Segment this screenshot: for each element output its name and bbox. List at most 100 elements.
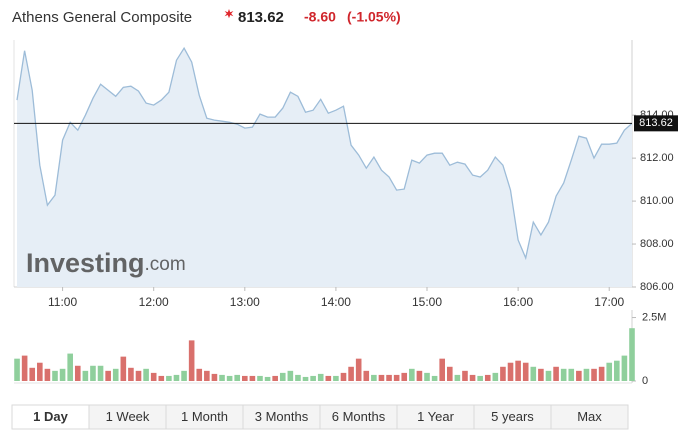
volume-bar: [14, 358, 20, 381]
range-tab-label[interactable]: 1 Day: [33, 409, 68, 424]
volume-bar: [348, 366, 354, 381]
volume-bar: [257, 375, 263, 381]
range-tab-label[interactable]: 1 Year: [417, 409, 455, 424]
volume-bar: [568, 368, 575, 381]
volume-bar: [576, 370, 582, 381]
volume-bar: [371, 374, 377, 381]
volume-bar: [386, 374, 392, 381]
range-tab[interactable]: 1 Week: [88, 404, 167, 430]
range-tab-label[interactable]: 3 Months: [255, 409, 309, 424]
volume-bar: [424, 372, 430, 381]
volume-bar: [333, 375, 339, 381]
range-tab-bg[interactable]: [165, 404, 244, 430]
delay-icon: [224, 9, 234, 19]
volume-bar: [37, 362, 43, 381]
volume-bar: [401, 372, 408, 381]
volume-bar: [188, 340, 195, 381]
volume-bar: [409, 368, 415, 381]
volume-bar: [469, 374, 476, 381]
volume-bar: [317, 373, 324, 381]
range-tab[interactable]: 6 Months: [319, 404, 398, 430]
volume-bar: [90, 365, 96, 381]
volume-bar: [484, 374, 491, 381]
x-tick-label: 12:00: [139, 295, 169, 309]
x-tick-label: 15:00: [412, 295, 442, 309]
volume-bar: [158, 375, 165, 381]
x-tick-label: 16:00: [503, 295, 533, 309]
volume-bar: [560, 368, 567, 381]
y-tick-label: 812.00: [640, 152, 674, 164]
volume-bar: [204, 370, 210, 381]
range-tab[interactable]: 3 Months: [242, 404, 321, 430]
volume-bar: [446, 366, 453, 381]
range-tab-bg[interactable]: [11, 404, 90, 430]
volume-bar: [545, 370, 552, 381]
range-tab-label[interactable]: 1 Week: [106, 409, 150, 424]
chart-title: Athens General Composite: [12, 9, 192, 26]
volume-bar: [97, 365, 104, 381]
volume-bar: [120, 356, 127, 381]
volume-bar: [454, 374, 461, 381]
range-tab[interactable]: 1 Month: [165, 404, 244, 430]
volume-bar: [82, 370, 89, 381]
volume-bar: [325, 375, 332, 381]
volume-bar: [416, 370, 423, 381]
range-tab-label[interactable]: 1 Month: [181, 409, 228, 424]
volume-bar: [591, 368, 597, 381]
range-tab[interactable]: 5 years: [473, 404, 552, 430]
volume-bar: [606, 362, 613, 381]
x-tick-label: 11:00: [48, 295, 77, 309]
volume-bar: [166, 375, 172, 381]
volume-bar: [74, 365, 81, 381]
volume-bar: [173, 374, 180, 381]
range-tab-label[interactable]: 6 Months: [332, 409, 386, 424]
range-tab[interactable]: 1 Year: [396, 404, 475, 430]
volume-bar: [67, 353, 73, 381]
range-tab-bg[interactable]: [242, 404, 321, 430]
range-tab[interactable]: Max: [550, 404, 629, 430]
volume-bar: [477, 375, 483, 381]
volume-bar: [553, 366, 559, 381]
volume-bar: [614, 360, 620, 381]
volume-bar: [272, 375, 278, 381]
volume-bar: [226, 375, 233, 381]
y-tick-label: 810.00: [640, 195, 674, 207]
volume-bar: [355, 358, 362, 381]
price-area: [17, 48, 632, 288]
volume-bar: [52, 370, 58, 381]
volume-bar: [143, 368, 149, 381]
last-price: 813.62: [238, 9, 284, 26]
volume-bar: [500, 366, 506, 381]
volume-bar: [264, 376, 271, 381]
y-tick-label: 806.00: [640, 281, 674, 293]
volume-bar: [135, 370, 142, 381]
volume-bar: [249, 375, 256, 381]
range-tab-bg[interactable]: [550, 404, 629, 430]
volume-bar: [21, 355, 28, 381]
range-tab[interactable]: 1 Day: [11, 404, 90, 430]
volume-bar: [538, 368, 544, 381]
volume-tick-label: 2.5M: [642, 311, 666, 323]
volume-bar: [621, 355, 628, 381]
volume-bar: [462, 370, 468, 381]
range-tab-bg[interactable]: [473, 404, 552, 430]
range-tab-label[interactable]: Max: [577, 409, 602, 424]
x-tick-label: 14:00: [321, 295, 351, 309]
volume-bar: [196, 368, 203, 381]
volume-bar: [234, 374, 241, 381]
volume-bar: [522, 362, 529, 381]
volume-bar: [128, 367, 134, 381]
range-tab-label[interactable]: 5 years: [491, 409, 534, 424]
volume-bar: [393, 374, 400, 381]
volume-bar: [378, 374, 385, 381]
volume-bar: [29, 367, 36, 381]
last-price-box: [634, 115, 678, 132]
range-tab-bg[interactable]: [319, 404, 398, 430]
volume-bar: [583, 368, 590, 381]
x-tick-label: 17:00: [594, 295, 624, 309]
watermark: Investing.com: [26, 248, 186, 278]
volume-bar: [59, 368, 66, 381]
volume-bar: [211, 373, 218, 381]
